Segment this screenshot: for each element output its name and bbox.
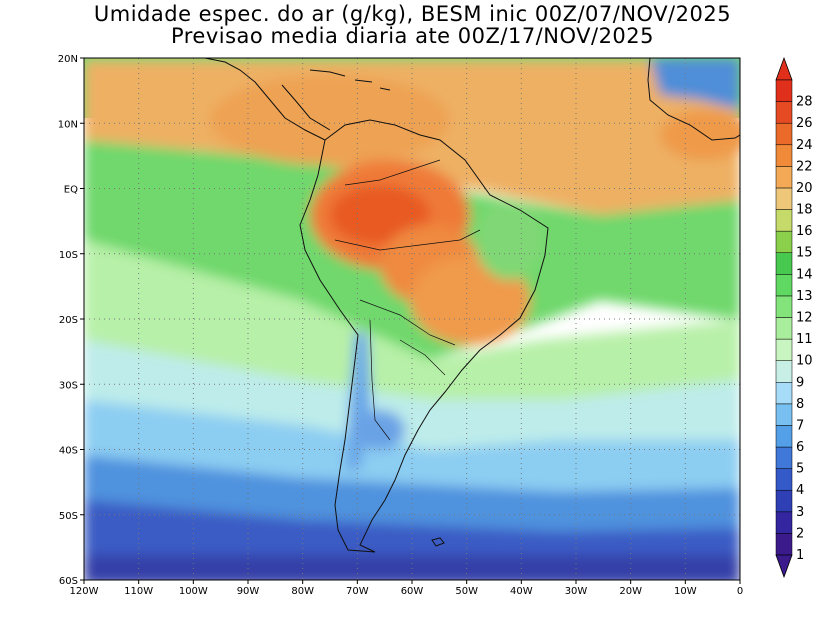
colorbar-swatch — [775, 382, 793, 405]
colorbar-swatch — [775, 230, 793, 253]
colorbar-label: 12 — [796, 311, 813, 326]
colorbar-swatch — [775, 489, 793, 513]
colorbar-swatch — [775, 425, 793, 448]
colorbar-label: 6 — [796, 440, 804, 455]
colorbar-label: 13 — [796, 289, 813, 304]
coastlines — [204, 58, 740, 553]
colorbar-max-arrow — [775, 56, 793, 81]
colorbar-swatch — [775, 166, 793, 189]
lon-tick-label: 60W — [401, 586, 424, 597]
lat-tick-label: EQ — [64, 185, 78, 196]
colorbar-label: 2 — [796, 526, 804, 541]
colorbar-label: 15 — [796, 246, 813, 261]
colorbar-swatch — [775, 511, 793, 534]
lon-tick-label: 120W — [70, 586, 99, 597]
colorbar-swatch — [775, 533, 793, 556]
map-axes: 120W 110W 100W 90W 80W 70W 60W 50W 40W 30W 20W 10W 0… — [58, 54, 743, 597]
colorbar-label: 9 — [796, 375, 804, 390]
lat-tick-label: 30S — [59, 380, 78, 391]
lon-tick-label: 10W — [674, 586, 697, 597]
colorbar-label: 1 — [796, 548, 804, 563]
colorbar-label: 10 — [796, 354, 813, 369]
map-title-line2: Previsao media diaria ate 00Z/17/NOV/202… — [170, 24, 655, 48]
lon-tick-label: 20W — [619, 586, 642, 597]
colorbar-label: 14 — [796, 267, 813, 282]
colorbar-swatch — [775, 317, 793, 340]
colorbar-swatch — [775, 252, 793, 275]
lat-tick-label: 50S — [59, 511, 78, 522]
lat-tick-label: 60S — [59, 576, 78, 587]
lon-tick-label: 100W — [179, 586, 208, 597]
colorbar-swatch — [775, 295, 793, 318]
lon-tick-label: 110W — [124, 586, 153, 597]
humidity-field — [84, 58, 740, 580]
lon-tick-label: 70W — [346, 586, 369, 597]
colorbar-swatch — [775, 79, 793, 102]
colorbar-swatch — [775, 122, 793, 146]
colorbar-swatch — [775, 209, 793, 232]
lon-tick-label: 90W — [237, 586, 260, 597]
colorbar-swatch — [775, 360, 793, 383]
colorbar-label: 26 — [796, 116, 813, 131]
lon-tick-label: 0 — [737, 586, 743, 597]
lon-tick-label: 30W — [565, 586, 588, 597]
colorbar-min-arrow — [775, 554, 793, 579]
colorbar-swatch — [775, 101, 793, 124]
colorbar-label: 28 — [796, 95, 813, 110]
lon-tick-label: 50W — [455, 586, 478, 597]
colorbar-label: 20 — [796, 181, 813, 196]
lon-tick-label: 80W — [291, 586, 314, 597]
colorbar-label: 5 — [796, 462, 804, 477]
lat-tick-label: 40S — [59, 446, 78, 457]
lat-tick-label: 10N — [58, 119, 78, 130]
colorbar-label: 11 — [796, 332, 813, 347]
map-gridlines — [84, 58, 740, 580]
colorbar-swatch — [775, 338, 793, 361]
lat-tick-label: 20N — [58, 54, 78, 65]
colorbar-label: 7 — [796, 418, 804, 433]
colorbar-swatch — [775, 187, 793, 210]
colorbar-swatch — [775, 403, 793, 426]
lat-tick-label: 10S — [59, 250, 78, 261]
colorbar-swatch — [775, 144, 793, 167]
map-title-line1: Umidade espec. do ar (g/kg), BESM inic 0… — [93, 2, 732, 26]
colorbar-label: 22 — [796, 159, 813, 174]
colorbar-label: 24 — [796, 138, 813, 153]
colorbar-label: 18 — [796, 203, 813, 218]
lon-tick-label: 40W — [510, 586, 533, 597]
colorbar-label: 3 — [796, 505, 804, 520]
colorbar-label: 4 — [796, 483, 804, 498]
colorbar-label: 16 — [796, 224, 813, 239]
colorbar-swatch — [775, 274, 793, 297]
colorbar-swatch — [775, 468, 793, 491]
lat-tick-label: 20S — [59, 315, 78, 326]
colorbar-swatch — [775, 446, 793, 469]
colorbar-label: 8 — [796, 397, 804, 412]
